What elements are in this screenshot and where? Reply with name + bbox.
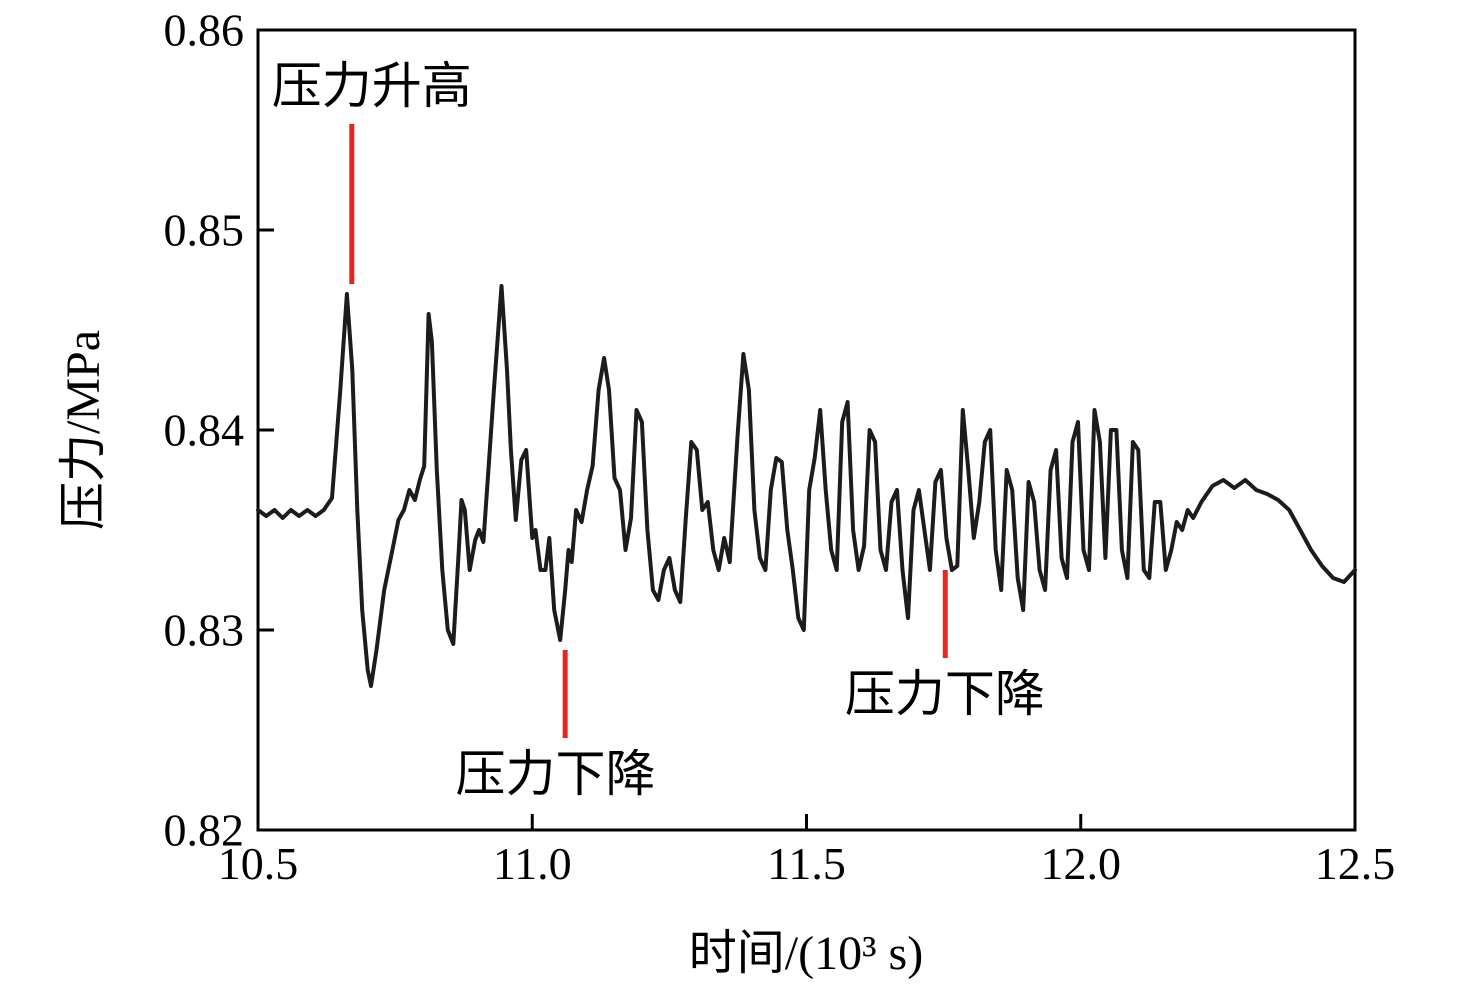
x-tick-label: 11.5 bbox=[767, 838, 846, 889]
annotation-label: 压力下降 bbox=[845, 666, 1045, 722]
y-tick-label: 0.84 bbox=[164, 405, 245, 456]
x-tick-label: 11.0 bbox=[493, 838, 572, 889]
y-axis-title: 压力/MPa bbox=[57, 329, 110, 531]
pressure-series-line bbox=[256, 284, 1357, 688]
y-tick-label: 0.85 bbox=[164, 205, 245, 256]
plot-frame bbox=[256, 28, 1357, 832]
x-tick-label: 12.0 bbox=[1041, 838, 1122, 889]
x-axis-title: 时间/(10³ s) bbox=[688, 927, 924, 980]
annotation-label: 压力下降 bbox=[455, 746, 655, 802]
y-tick-label: 0.82 bbox=[164, 805, 245, 856]
x-tick-label: 10.5 bbox=[218, 838, 299, 889]
y-axis-ticks: 0.82 0.83 0.84 0.85 0.86 bbox=[164, 5, 274, 856]
x-axis-ticks: 10.5 11.0 11.5 12.0 12.5 bbox=[218, 814, 1396, 889]
x-tick-label: 12.5 bbox=[1315, 838, 1396, 889]
y-tick-label: 0.86 bbox=[164, 5, 245, 56]
y-tick-label: 0.83 bbox=[164, 605, 245, 656]
annotation-label: 压力升高 bbox=[272, 58, 472, 114]
